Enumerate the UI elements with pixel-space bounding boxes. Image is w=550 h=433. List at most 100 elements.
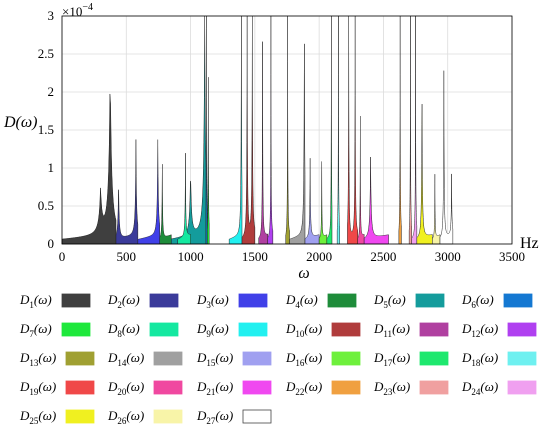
legend-label: D4(ω) — [285, 292, 318, 310]
legend-item-21: D21(ω) — [196, 379, 272, 397]
legend-item-22: D22(ω) — [285, 379, 361, 397]
legend-item-23: D23(ω) — [373, 379, 449, 397]
legend-label: D2(ω) — [107, 292, 140, 310]
area-d22 — [398, 15, 402, 245]
legend-swatch — [419, 351, 449, 366]
legend-swatch — [65, 409, 95, 424]
y-multiplier: ×10−4 — [62, 2, 93, 19]
legend-item-25: D25(ω) — [19, 408, 95, 426]
legend-item-12: D12(ω) — [461, 321, 537, 339]
legend-label: D18(ω) — [461, 350, 498, 368]
legend-swatch — [153, 409, 183, 424]
legend-item-11: D11(ω) — [373, 321, 449, 339]
x-tick-label: 1000 — [178, 249, 204, 264]
legend-item-27: D27(ω) — [196, 408, 272, 426]
area-d17 — [326, 15, 333, 245]
legend-label: D7(ω) — [19, 321, 52, 339]
grid — [61, 15, 513, 245]
x-tick-label: 3500 — [499, 249, 525, 264]
legend-item-7: D7(ω) — [19, 321, 91, 339]
legend-item-17: D17(ω) — [373, 350, 449, 368]
legend-swatch — [242, 351, 272, 366]
legend-item-13: D13(ω) — [19, 350, 95, 368]
x-tick-labels: 0 500 1000 1500 2000 2500 3000 3500 — [59, 249, 525, 264]
area-d12 — [267, 15, 274, 245]
legend-label: D10(ω) — [285, 321, 322, 339]
area-d23 — [408, 15, 412, 245]
legend-label: D22(ω) — [285, 379, 322, 397]
legend-label: D24(ω) — [461, 379, 498, 397]
legend-item-24: D24(ω) — [461, 379, 537, 397]
area-d10 — [241, 15, 256, 245]
legend-label: D1(ω) — [19, 292, 52, 310]
legend-swatch — [331, 351, 361, 366]
x-tick-label: 3000 — [435, 249, 461, 264]
y-tick-label: 1 — [48, 160, 55, 175]
area-d27 — [439, 70, 454, 245]
legend-swatch — [149, 293, 179, 308]
legend: D1(ω) D2(ω) D3(ω) D4(ω) D5(ω) D6(ω) D7(ω) D8(ω)… — [19, 292, 537, 426]
legend-label: D26(ω) — [107, 408, 144, 426]
area-d14 — [289, 43, 306, 245]
legend-item-4: D4(ω) — [285, 292, 357, 310]
legend-label: D5(ω) — [373, 292, 406, 310]
legend-item-9: D9(ω) — [196, 321, 268, 339]
legend-swatch — [149, 322, 179, 337]
legend-swatch — [419, 322, 449, 337]
legend-swatch — [507, 322, 537, 337]
y-tick-label: 1.5 — [38, 122, 54, 137]
legend-item-18: D18(ω) — [461, 350, 537, 368]
area-d1 — [61, 93, 117, 245]
x-tick-label: 2500 — [370, 249, 396, 264]
area-d15 — [304, 158, 320, 245]
legend-swatch — [65, 380, 95, 395]
area-d9 — [228, 15, 243, 245]
y-tick-labels: 0 0.5 1 1.5 2 2.5 3 — [38, 8, 54, 251]
legend-swatch — [503, 293, 533, 308]
x-tick-label: 0 — [59, 249, 66, 264]
legend-item-3: D3(ω) — [196, 292, 268, 310]
legend-item-15: D15(ω) — [196, 350, 272, 368]
legend-label: D19(ω) — [19, 379, 56, 397]
area-d16 — [318, 161, 328, 245]
legend-label: D8(ω) — [107, 321, 140, 339]
legend-item-16: D16(ω) — [285, 350, 361, 368]
legend-swatch — [238, 293, 268, 308]
area-d21 — [363, 157, 389, 245]
area-d3 — [137, 139, 160, 245]
legend-item-26: D26(ω) — [107, 408, 183, 426]
y-tick-label: 2 — [48, 84, 55, 99]
legend-label: D20(ω) — [107, 379, 144, 397]
area-d2 — [115, 139, 139, 245]
legend-swatch — [331, 380, 361, 395]
area-d20 — [357, 116, 365, 245]
area-d13 — [285, 15, 290, 245]
legend-label: D16(ω) — [285, 350, 322, 368]
legend-swatch — [242, 380, 272, 395]
area-d6 — [205, 15, 208, 245]
legend-swatch — [507, 380, 537, 395]
legend-label: D23(ω) — [373, 379, 410, 397]
legend-item-8: D8(ω) — [107, 321, 179, 339]
legend-swatch — [419, 380, 449, 395]
legend-swatch — [415, 293, 445, 308]
area-d4 — [159, 164, 172, 245]
x-axis-label: ω — [298, 265, 309, 282]
area-d18 — [336, 15, 340, 245]
legend-item-14: D14(ω) — [107, 350, 183, 368]
area-d26 — [432, 174, 441, 245]
legend-item-1: D1(ω) — [19, 292, 91, 310]
legend-label: D27(ω) — [196, 408, 233, 426]
legend-swatch — [153, 380, 183, 395]
legend-item-20: D20(ω) — [107, 379, 183, 397]
plot-frame — [61, 15, 513, 245]
legend-label: D25(ω) — [19, 408, 56, 426]
legend-swatch — [242, 409, 272, 424]
area-d25 — [416, 104, 433, 245]
legend-swatch — [327, 293, 357, 308]
legend-swatch — [61, 293, 91, 308]
area-layer — [61, 15, 454, 245]
y-tick-label: 2.5 — [38, 46, 54, 61]
area-d5 — [171, 15, 207, 245]
